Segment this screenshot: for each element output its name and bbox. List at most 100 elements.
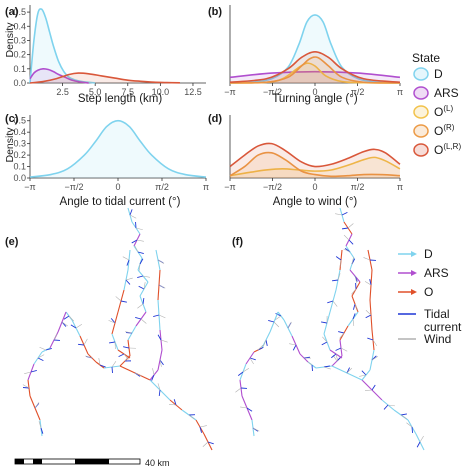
wind-vector bbox=[406, 422, 413, 428]
wind-vector bbox=[135, 227, 143, 231]
wind-vector bbox=[354, 275, 358, 283]
x-tick-label: −π bbox=[224, 87, 235, 97]
wind-vector bbox=[188, 414, 195, 420]
legend-swatch-d bbox=[413, 67, 429, 81]
x-tick-label: −π bbox=[224, 182, 235, 192]
series-line-ars bbox=[29, 67, 89, 84]
wind-vector bbox=[339, 332, 345, 339]
x-tick-label: 5.0 bbox=[89, 87, 102, 97]
series-line-ol bbox=[229, 156, 401, 177]
y-tick-label: 0.0 bbox=[13, 78, 26, 88]
wind-vector bbox=[335, 353, 339, 361]
legend-swatch-o_l bbox=[413, 105, 429, 119]
x-tick-label: π bbox=[397, 182, 403, 192]
tidal-vector bbox=[40, 427, 44, 434]
series-fill-d bbox=[30, 120, 206, 178]
wind-vector bbox=[129, 214, 137, 219]
y-tick-label: 0.5 bbox=[13, 7, 26, 17]
panel-label-b: (b) bbox=[208, 6, 222, 18]
tidal-vector bbox=[22, 387, 30, 389]
tidal-vector bbox=[268, 319, 275, 323]
wind-vector bbox=[363, 257, 371, 261]
y-tick-label: 0.3 bbox=[13, 35, 26, 45]
wind-vector bbox=[136, 239, 144, 242]
legend-label-o_l: O(L) bbox=[434, 104, 453, 119]
panel-label-c: (c) bbox=[5, 113, 19, 125]
wind-vector bbox=[142, 275, 150, 278]
wind-vector bbox=[157, 383, 161, 391]
tidal-vector bbox=[352, 313, 356, 320]
tidal-vector bbox=[157, 334, 162, 341]
track-legend-label2-tidal: current bbox=[424, 320, 462, 334]
x-tick-label: π bbox=[397, 87, 403, 97]
x-axis-title-a: Step length (km) bbox=[78, 93, 163, 105]
x-tick-label: 7.5 bbox=[122, 87, 135, 97]
wind-vector bbox=[340, 347, 348, 352]
wind-vector bbox=[75, 323, 83, 329]
wind-vector bbox=[111, 361, 117, 368]
wind-vector bbox=[157, 259, 165, 264]
wind-vector bbox=[339, 259, 342, 267]
series-line-olr bbox=[229, 50, 401, 84]
wind-vector bbox=[347, 223, 354, 229]
tidal-vector bbox=[369, 279, 372, 286]
tidal-vector bbox=[138, 285, 145, 290]
wind-vector bbox=[122, 256, 130, 261]
legend-label-o_lr: O(L,R) bbox=[434, 142, 461, 157]
wind-vector bbox=[108, 320, 116, 324]
series-line-o bbox=[29, 72, 180, 84]
x-tick-label: 0 bbox=[312, 182, 317, 192]
tidal-vector bbox=[265, 339, 268, 346]
panel-label-f: (f) bbox=[232, 236, 243, 248]
tidal-vector bbox=[142, 297, 145, 305]
series-line-ars bbox=[229, 70, 401, 79]
tidal-vector bbox=[327, 300, 334, 304]
wind-vector bbox=[274, 315, 282, 321]
tidal-vector bbox=[207, 441, 214, 445]
x-tick-label: −π bbox=[24, 182, 35, 192]
tidal-vector bbox=[45, 347, 52, 351]
y-tick-label: 0.2 bbox=[13, 150, 26, 160]
tidal-vector bbox=[275, 313, 282, 317]
wind-vector bbox=[351, 288, 357, 295]
wind-vector bbox=[351, 257, 354, 265]
y-tick-label: 0.5 bbox=[13, 116, 26, 126]
series-line-d bbox=[230, 14, 400, 84]
wind-vector bbox=[134, 245, 139, 253]
tidal-vector bbox=[139, 258, 144, 265]
x-tick-label: −π/2 bbox=[263, 182, 282, 192]
track-legend-label-ARS: ARS bbox=[424, 266, 449, 280]
x-axis-title-d: Angle to wind (°) bbox=[273, 196, 358, 208]
wind-vector bbox=[34, 402, 40, 409]
legend-label-o_r: O(R) bbox=[434, 123, 455, 138]
tidal-vector bbox=[158, 389, 161, 397]
series-fill-ars bbox=[230, 71, 400, 83]
wind-vector bbox=[158, 314, 166, 319]
tidal-vector bbox=[367, 337, 374, 341]
tidal-vector bbox=[321, 321, 328, 324]
state-legend: State D ARS O(L) O(R) O(L,R) bbox=[412, 51, 461, 157]
series-line-d bbox=[29, 8, 96, 84]
wind-vector bbox=[140, 318, 147, 324]
wind-vector bbox=[39, 347, 47, 351]
track-legend-arrow-D bbox=[411, 251, 417, 257]
wind-vector bbox=[323, 366, 331, 370]
tidal-vector bbox=[292, 344, 297, 351]
wind-vector bbox=[61, 321, 68, 327]
wind-vector bbox=[242, 367, 250, 373]
tidal-vector bbox=[125, 279, 131, 285]
wind-vector bbox=[289, 343, 297, 346]
legend-label-ars: ARS bbox=[434, 86, 459, 100]
x-tick-label: 10.0 bbox=[152, 87, 170, 97]
x-tick-label: π/2 bbox=[351, 182, 365, 192]
series-fill-ars bbox=[30, 68, 89, 83]
y-tick-label: 0.2 bbox=[13, 50, 26, 60]
x-tick-label: π bbox=[203, 182, 209, 192]
wind-vector bbox=[343, 248, 351, 253]
panel-label-e: (e) bbox=[5, 236, 19, 248]
wind-vector bbox=[273, 321, 280, 328]
wind-vector bbox=[287, 321, 292, 329]
wind-vector bbox=[160, 339, 168, 343]
